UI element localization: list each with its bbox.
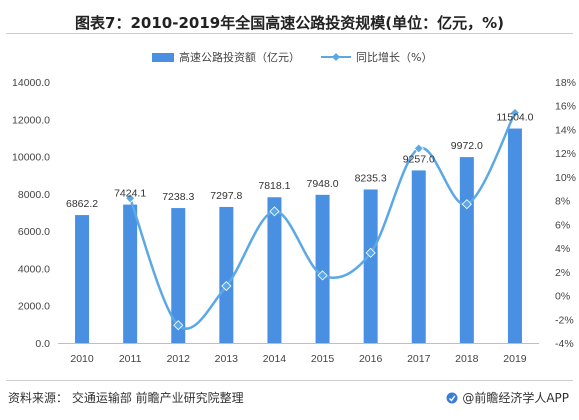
left-axis: 0.0 2000.0 4000.0 6000.0 8000.0 10000.0 12000.… xyxy=(12,77,50,350)
right-tick-label: -2% xyxy=(555,314,574,326)
right-tick-label: 10% xyxy=(555,172,576,184)
growth-point-2018 xyxy=(461,199,472,210)
bar-2015 xyxy=(315,194,330,343)
growth-line-series xyxy=(125,107,521,331)
right-tick-label: -4% xyxy=(555,338,574,350)
right-tick-label: 2% xyxy=(555,267,570,279)
growth-point-2016 xyxy=(365,247,376,258)
bar-value-label: 7948.0 xyxy=(306,178,338,190)
growth-point-2017 xyxy=(413,143,424,154)
legend-item-growth: 同比增长（%） xyxy=(321,49,432,65)
legend-bar-swatch xyxy=(152,52,174,62)
brand-logo-icon xyxy=(446,392,458,403)
bar-2018 xyxy=(459,157,474,343)
growth-point-2015 xyxy=(317,270,328,281)
left-tick-label: 0.0 xyxy=(35,338,50,350)
right-tick-label: 6% xyxy=(555,219,570,231)
right-tick-label: 18% xyxy=(555,77,576,89)
left-tick-label: 8000.0 xyxy=(18,189,50,201)
x-tick-label: 2018 xyxy=(455,353,479,365)
bar-value-label: 6862.2 xyxy=(66,198,98,210)
right-tick-label: 12% xyxy=(555,148,576,160)
x-axis: 2010 2011 2012 2013 2014 2015 2016 2017 2018 2019 xyxy=(58,343,539,365)
right-tick-label: 14% xyxy=(555,124,576,136)
bar-2016 xyxy=(363,189,378,343)
source-note: 资料来源： 交通运输部 前瞻产业研究院整理 xyxy=(8,391,244,405)
bar-value-label: 11504.0 xyxy=(496,112,533,124)
bar-value-label: 7297.8 xyxy=(210,190,242,202)
growth-point-2011 xyxy=(125,193,136,204)
right-axis: -4% -2% 0% 2% 4% 6% 8% 10% 12% 14% 16% 18% xyxy=(555,77,576,350)
growth-point-2013 xyxy=(221,280,232,292)
right-tick-label: 8% xyxy=(555,196,570,208)
bar-value-label: 9257.0 xyxy=(403,153,435,165)
left-tick-label: 2000.0 xyxy=(18,301,50,313)
bar-data-labels: 6862.2 7424.1 7238.3 7297.8 7818.1 7948.0 8235… xyxy=(66,112,534,211)
x-tick-label: 2012 xyxy=(167,353,191,365)
growth-point-2019 xyxy=(509,107,521,118)
bar-2014 xyxy=(267,197,282,343)
bar-2011 xyxy=(123,204,138,343)
x-tick-label: 2017 xyxy=(407,353,431,365)
bar-value-label: 9972.0 xyxy=(451,140,483,152)
left-tick-label: 4000.0 xyxy=(18,263,50,275)
left-tick-label: 6000.0 xyxy=(18,226,50,238)
right-tick-label: 16% xyxy=(555,101,576,113)
left-tick-label: 14000.0 xyxy=(12,77,50,89)
right-tick-label: 0% xyxy=(555,291,570,303)
bar-2013 xyxy=(219,206,234,343)
growth-point-2014 xyxy=(269,206,280,217)
right-tick-label: 4% xyxy=(555,243,570,255)
left-tick-label: 12000.0 xyxy=(12,114,50,126)
brand-credit: @前瞻经济学人APP xyxy=(446,389,569,406)
title-divider xyxy=(6,33,573,34)
chart-title: 图表7：2010-2019年全国高速公路投资规模(单位：亿元，%) xyxy=(75,14,504,32)
x-tick-label: 2015 xyxy=(311,353,335,365)
x-tick-label: 2014 xyxy=(263,353,287,365)
x-tick-label: 2010 xyxy=(70,353,94,365)
bar-value-label: 7818.1 xyxy=(258,180,290,192)
x-tick-label: 2019 xyxy=(503,353,527,365)
left-tick-label: 10000.0 xyxy=(12,152,50,164)
bar-2019 xyxy=(507,128,522,343)
brand-text: @前瞻经济学人APP xyxy=(462,391,569,405)
bar-value-label: 7424.1 xyxy=(114,188,146,200)
bar-series xyxy=(75,128,522,343)
growth-point-2012 xyxy=(173,320,184,331)
legend-bar-label: 高速公路投资额（亿元） xyxy=(179,51,300,64)
bar-value-label: 8235.3 xyxy=(355,172,387,184)
legend-item-investment: 高速公路投资额（亿元） xyxy=(152,49,300,65)
bar-2010 xyxy=(75,215,90,343)
chart-legend: 高速公路投资额（亿元） 同比增长（%） xyxy=(0,49,579,65)
legend-line-label: 同比增长（%） xyxy=(356,51,433,64)
bar-2017 xyxy=(411,170,426,343)
footer-divider xyxy=(6,380,573,381)
x-tick-label: 2016 xyxy=(359,353,383,365)
bar-value-label: 7238.3 xyxy=(162,191,194,203)
x-tick-label: 2013 xyxy=(215,353,239,365)
x-tick-label: 2011 xyxy=(119,353,142,365)
bar-2012 xyxy=(171,208,186,343)
legend-line-swatch xyxy=(321,53,351,61)
